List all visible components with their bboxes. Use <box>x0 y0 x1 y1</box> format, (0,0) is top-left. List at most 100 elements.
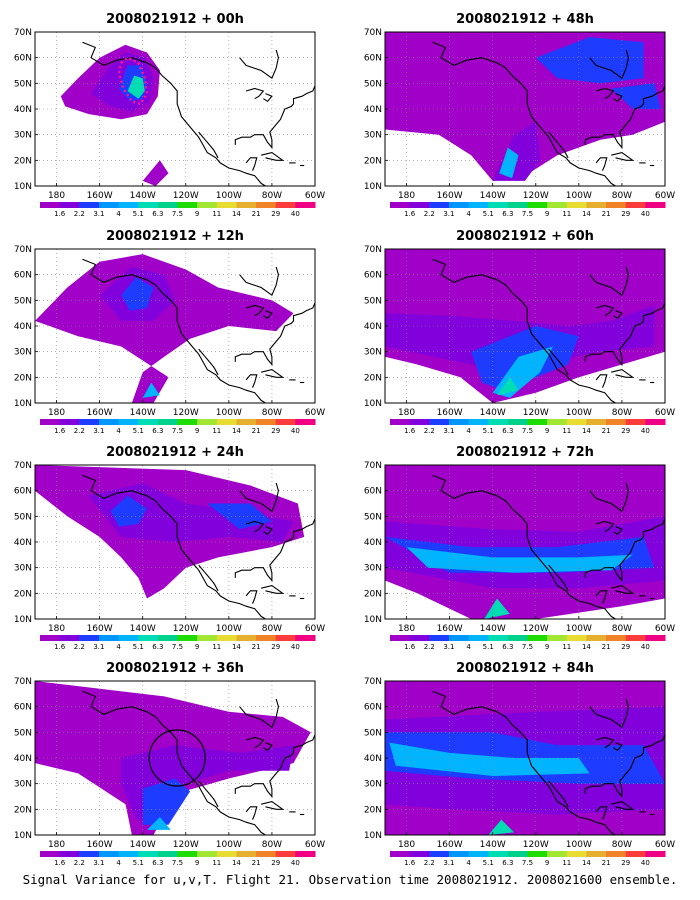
contour-fill <box>389 742 590 776</box>
colorbar-label: 21 <box>252 210 261 218</box>
coastline <box>548 780 569 808</box>
coastline <box>245 520 265 533</box>
colorbar-label: 14 <box>582 859 591 867</box>
lat-tick-label: 40N <box>14 538 32 548</box>
lat-tick-label: 10N <box>14 182 32 192</box>
lat-tick-label: 10N <box>364 182 382 192</box>
lat-tick-label: 60N <box>14 271 32 281</box>
lon-tick-label: 60W <box>655 408 675 418</box>
colorbar-label: 14 <box>232 427 241 435</box>
colorbar-swatch <box>527 851 548 857</box>
lon-tick-label: 180 <box>398 191 415 201</box>
lat-tick-label: 50N <box>364 79 382 89</box>
colorbar-label: 9 <box>545 859 549 867</box>
colorbar-swatch <box>295 635 316 641</box>
contour-fill <box>406 547 633 573</box>
lat-tick-label: 30N <box>364 564 382 574</box>
coastline <box>234 85 315 150</box>
colorbar-label: 40 <box>641 210 650 218</box>
lat-tick-label: 20N <box>364 156 382 166</box>
colorbar-label: 9 <box>195 210 199 218</box>
colorbar-swatch <box>468 202 489 208</box>
coastlines <box>432 258 665 403</box>
colorbar-swatch <box>98 851 120 857</box>
colorbar-swatch <box>98 635 120 641</box>
lon-tick-label: 160W <box>87 408 113 418</box>
colorbar-label: 7.5 <box>172 643 183 651</box>
colorbar-label: 9 <box>195 643 199 651</box>
variance-field <box>35 681 311 835</box>
variance-field <box>35 254 294 403</box>
lon-tick-label: 60W <box>655 840 675 850</box>
coastline <box>595 590 608 604</box>
colorbar-swatch <box>488 202 509 208</box>
coastline <box>613 526 623 536</box>
colorbar-label: 9 <box>545 427 549 435</box>
colorbar-label: 4 <box>466 643 471 651</box>
lon-tick-label: 120W <box>173 840 199 850</box>
colorbar-label: 1.6 <box>54 427 66 435</box>
colorbar-swatch <box>79 202 100 208</box>
coastline <box>548 348 569 376</box>
colorbar-swatch <box>429 419 450 425</box>
coastline <box>239 698 279 729</box>
panel-title: 2008021912 + 24h <box>106 445 244 460</box>
colorbar-label: 3.1 <box>443 210 454 218</box>
colorbar-label: 1.6 <box>54 859 66 867</box>
lat-tick-label: 70N <box>364 677 382 687</box>
colorbar: 1.6 2.2 3.1 4 5.1 6.3 7.5 9 11 14 21 29 40 <box>390 202 666 218</box>
lat-tick-label: 60N <box>364 271 382 281</box>
colorbar-swatch <box>197 202 218 208</box>
colorbar-label: 14 <box>232 210 241 218</box>
colorbar-swatch <box>448 635 470 641</box>
coastline <box>261 369 285 378</box>
lon-tick-label: 160W <box>87 624 113 634</box>
colorbar-label: 6.3 <box>152 643 163 651</box>
colorbar-swatch <box>295 851 316 857</box>
colorbar-swatch <box>177 202 198 208</box>
colorbar-swatch <box>448 202 470 208</box>
colorbar-label: 7.5 <box>172 859 183 867</box>
lon-tick-label: 140W <box>480 624 506 634</box>
coastline <box>198 348 219 376</box>
lat-tick-label: 40N <box>364 322 382 332</box>
colorbar-swatch <box>409 419 430 425</box>
contour-fill <box>484 598 510 619</box>
coastline <box>611 369 635 378</box>
colorbar-swatch <box>275 419 296 425</box>
lon-tick-label: 100W <box>566 840 592 850</box>
colorbar-label: 1.6 <box>54 643 66 651</box>
lon-tick-label: 80W <box>262 191 282 201</box>
colorbar-label: 11 <box>212 210 221 218</box>
coastline <box>245 304 265 317</box>
colorbar-swatch <box>197 635 218 641</box>
panel-title: 2008021912 + 48h <box>456 12 594 27</box>
colorbar-label: 3.1 <box>93 643 104 651</box>
grid-lines <box>385 32 665 186</box>
colorbar-label: 40 <box>291 427 300 435</box>
colorbar-label: 4 <box>466 210 471 218</box>
panel-title: 2008021912 + 36h <box>106 661 244 676</box>
lon-tick-label: 120W <box>173 191 199 201</box>
colorbar-label: 40 <box>291 643 300 651</box>
lat-tick-label: 50N <box>364 728 382 738</box>
lon-tick-label: 80W <box>612 408 632 418</box>
colorbar-swatch <box>566 202 587 208</box>
colorbar-swatch <box>98 202 120 208</box>
lon-tick-label: 140W <box>480 408 506 418</box>
colorbar-label: 2.2 <box>74 859 85 867</box>
colorbar-swatch <box>645 419 666 425</box>
colorbar-label: 21 <box>602 210 611 218</box>
colorbar-swatch <box>606 419 627 425</box>
colorbar-swatch <box>586 635 607 641</box>
lat-tick-label: 20N <box>14 589 32 599</box>
colorbar-swatch <box>59 202 80 208</box>
lon-tick-label: 100W <box>216 191 242 201</box>
colorbar-label: 11 <box>212 643 221 651</box>
lon-tick-label: 60W <box>655 624 675 634</box>
colorbar-label: 6.3 <box>152 427 163 435</box>
coastline <box>595 806 608 820</box>
colorbar-label: 29 <box>621 427 630 435</box>
colorbar-swatch <box>645 202 666 208</box>
map-panel: 2008021912 + 00h 70N 60N 50N 40N 30N 20N 10N 180… <box>14 12 325 218</box>
